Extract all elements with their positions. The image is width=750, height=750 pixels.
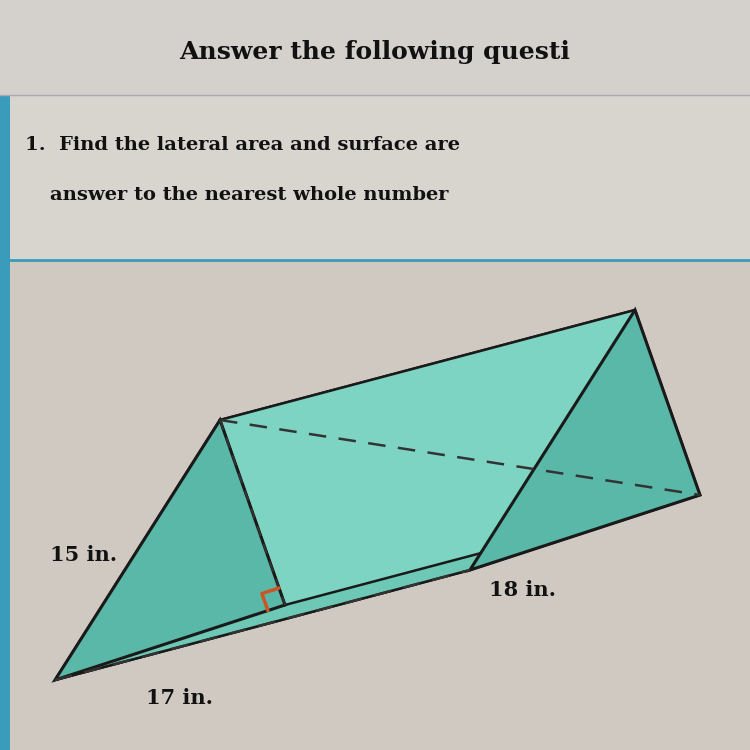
Polygon shape: [55, 495, 700, 680]
Polygon shape: [55, 310, 635, 680]
Bar: [0, 0, 750, 95]
Polygon shape: [220, 310, 700, 605]
Bar: [0, 260, 750, 750]
Text: Answer the following questi: Answer the following questi: [179, 40, 571, 64]
Text: 1.  Find the lateral area and surface are: 1. Find the lateral area and surface are: [25, 136, 460, 154]
Text: 17 in.: 17 in.: [146, 688, 214, 707]
Polygon shape: [470, 310, 700, 570]
Bar: [0, 260, 10, 750]
Text: answer to the nearest whole number: answer to the nearest whole number: [50, 186, 448, 204]
Text: 15 in.: 15 in.: [50, 545, 118, 565]
Text: 18 in.: 18 in.: [489, 580, 556, 600]
Bar: [0, 95, 750, 260]
Polygon shape: [55, 420, 285, 680]
Bar: [0, 95, 10, 260]
